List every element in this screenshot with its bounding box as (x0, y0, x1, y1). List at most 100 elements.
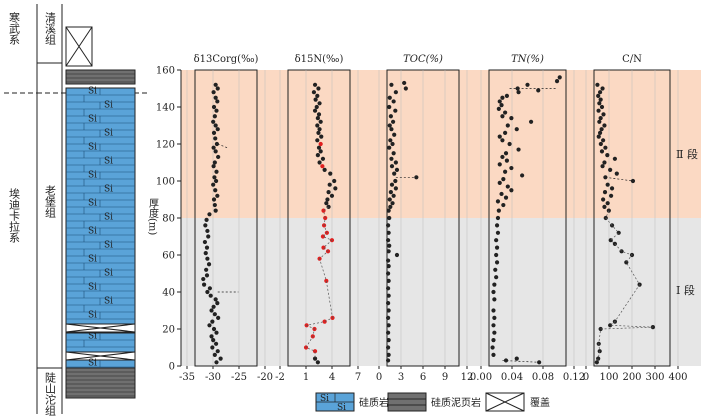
data-point (536, 88, 541, 93)
data-point (492, 282, 497, 287)
data-point (211, 119, 216, 124)
data-point (392, 132, 397, 137)
data-point (386, 258, 391, 263)
x-tick-label: 0 (583, 372, 589, 383)
data-point (495, 215, 501, 221)
data-point (211, 197, 217, 202)
x-tick-label: 3 (398, 372, 404, 383)
panel-title: TN(%) (511, 54, 544, 65)
data-point (495, 199, 501, 204)
data-point (386, 352, 391, 357)
x-tick-label: 0.00 (470, 372, 492, 383)
chert-si-label: Si (104, 269, 113, 279)
data-point (212, 202, 217, 208)
data-point (500, 95, 505, 100)
panel-1: δ15N(‰) -2 1 4 7 (275, 54, 361, 383)
data-point (387, 215, 392, 221)
cover-box-lower (65, 351, 136, 361)
data-point (216, 154, 221, 160)
data-point (207, 286, 212, 291)
data-point (603, 175, 608, 180)
data-point (497, 99, 502, 104)
data-point (327, 182, 332, 187)
data-point (214, 108, 219, 113)
data-point (516, 90, 521, 95)
data-point (389, 82, 394, 87)
data-point (386, 271, 391, 276)
x-tick-label: 1 (303, 372, 309, 383)
data-point (386, 223, 391, 228)
data-point (386, 315, 391, 320)
data-point (503, 130, 508, 135)
data-point (313, 97, 318, 102)
data-point (209, 334, 214, 339)
x-tick-label: 300 (645, 372, 664, 383)
series-connector (217, 143, 228, 149)
data-point (598, 97, 603, 102)
shale-layer-bottom (65, 367, 136, 399)
x-tick-label: -2 (275, 372, 285, 383)
data-point (208, 293, 213, 298)
chert-si-label: Si (88, 359, 97, 369)
panel-0: δ13Corg(‰) -35 -30 -25 -20 (179, 54, 273, 383)
data-point (213, 208, 218, 213)
data-point (215, 99, 220, 104)
y-tick-label: 40 (162, 288, 175, 299)
formation-top-label: 清溪组 (44, 12, 57, 45)
data-point (209, 308, 214, 313)
data-point (600, 86, 605, 91)
data-point (206, 234, 211, 239)
legend-cover-label: 覆盖 (530, 396, 550, 409)
data-point (598, 141, 603, 147)
data-point (315, 153, 320, 158)
data-point (393, 178, 398, 184)
data-point (393, 90, 398, 95)
data-point (390, 119, 396, 124)
data-point (528, 119, 534, 124)
x-tick-label: 400 (668, 372, 687, 383)
data-point (601, 138, 606, 143)
data-point (204, 273, 210, 278)
data-point (504, 93, 510, 98)
data-point (500, 154, 505, 160)
data-point (386, 345, 391, 350)
data-point (630, 178, 636, 184)
data-point (325, 197, 330, 202)
series-connector (596, 210, 653, 363)
data-point (318, 141, 323, 147)
data-point (213, 188, 218, 193)
chert-layer-main: Si Si Si Si Si Si Si Si Si Si Si Si Si Si Si Si Si (65, 87, 136, 325)
data-point (215, 301, 220, 306)
data-point (602, 160, 607, 165)
legend-chert-symbol-2: Si (337, 403, 346, 413)
data-point (497, 180, 502, 185)
data-point (491, 323, 496, 328)
data-point (505, 123, 510, 128)
x-tick-label: 7 (355, 372, 361, 383)
data-point (215, 86, 220, 91)
y-tick-label: 160 (156, 66, 175, 77)
chert-si-label: Si (88, 199, 97, 209)
data-point (213, 149, 218, 154)
y-tick-label: 0 (169, 362, 175, 373)
data-point (212, 312, 217, 317)
data-point (402, 80, 407, 86)
data-point (322, 167, 327, 172)
band-stage-upper (181, 70, 701, 218)
data-point (605, 153, 610, 158)
data-point (211, 182, 216, 187)
data-point (213, 95, 218, 100)
data-point (315, 116, 320, 121)
data-point (390, 201, 395, 206)
y-tick-label: 60 (162, 251, 175, 262)
data-point (211, 304, 216, 309)
panel-2: TOC(%) 0 3 6 9 12 (376, 54, 474, 383)
data-point (599, 104, 605, 110)
data-point (500, 114, 505, 119)
data-point (211, 338, 216, 343)
series-connector (305, 206, 333, 359)
data-point (499, 103, 504, 108)
data-point (394, 252, 400, 258)
data-point (214, 169, 219, 174)
chert-si-label: Si (88, 311, 97, 321)
